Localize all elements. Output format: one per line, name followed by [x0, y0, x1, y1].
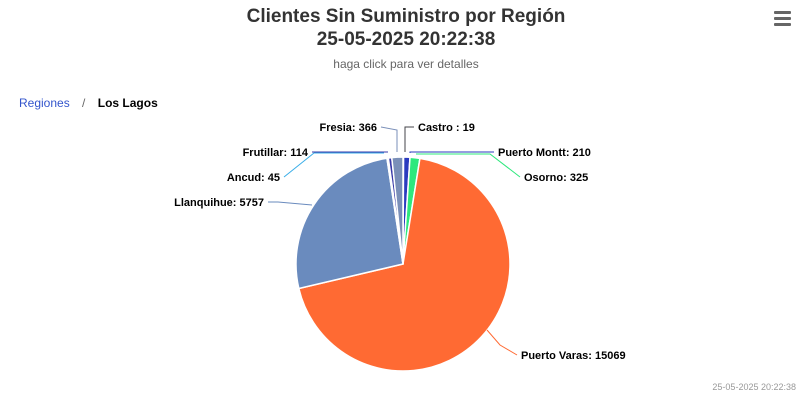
connector-ancud	[283, 152, 384, 178]
chart-title: Clientes Sin Suministro por Región 25-05…	[0, 5, 812, 51]
data-label-castro[interactable]: Castro : 19	[418, 122, 475, 134]
data-label-frutillar[interactable]: Frutillar: 114	[243, 147, 309, 159]
breadcrumb: Regiones / Los Lagos	[19, 96, 158, 110]
chart-title-text: Clientes Sin Suministro por Región	[246, 6, 566, 27]
connector-puerto-montt	[409, 151, 494, 153]
connector-llanquihue	[268, 201, 313, 206]
footer-timestamp: 25-05-2025 20:22:38	[712, 382, 796, 392]
hamburger-menu-icon[interactable]	[770, 8, 794, 30]
data-label-ancud[interactable]: Ancud: 45	[227, 172, 280, 184]
data-label-puerto-montt[interactable]: Puerto Montt: 210	[498, 147, 591, 159]
breadcrumb-current: Los Lagos	[97, 96, 158, 110]
breadcrumb-separator: /	[82, 96, 86, 110]
pie-slice-fresia[interactable]	[390, 156, 404, 265]
pie-slice-llanquihue[interactable]	[295, 157, 404, 290]
chart-subtitle: haga click para ver detalles	[333, 57, 479, 71]
connector-puerto-varas	[486, 329, 518, 356]
connector-osorno	[416, 153, 521, 178]
pie-slice-puerto-varas[interactable]	[297, 157, 511, 372]
breadcrumb-regiones-link[interactable]: Regiones	[19, 96, 70, 110]
data-label-osorno[interactable]: Osorno: 325	[524, 172, 588, 184]
connector-fresia	[380, 126, 398, 152]
connector-castro	[404, 126, 414, 152]
data-label-puerto-varas[interactable]: Puerto Varas: 15069	[521, 350, 626, 362]
data-label-llanquihue[interactable]: Llanquihue: 5757	[174, 197, 264, 209]
data-label-fresia[interactable]: Fresia: 366	[320, 122, 377, 134]
chart-title-time: 25-05-2025 20:22:38	[316, 29, 496, 50]
